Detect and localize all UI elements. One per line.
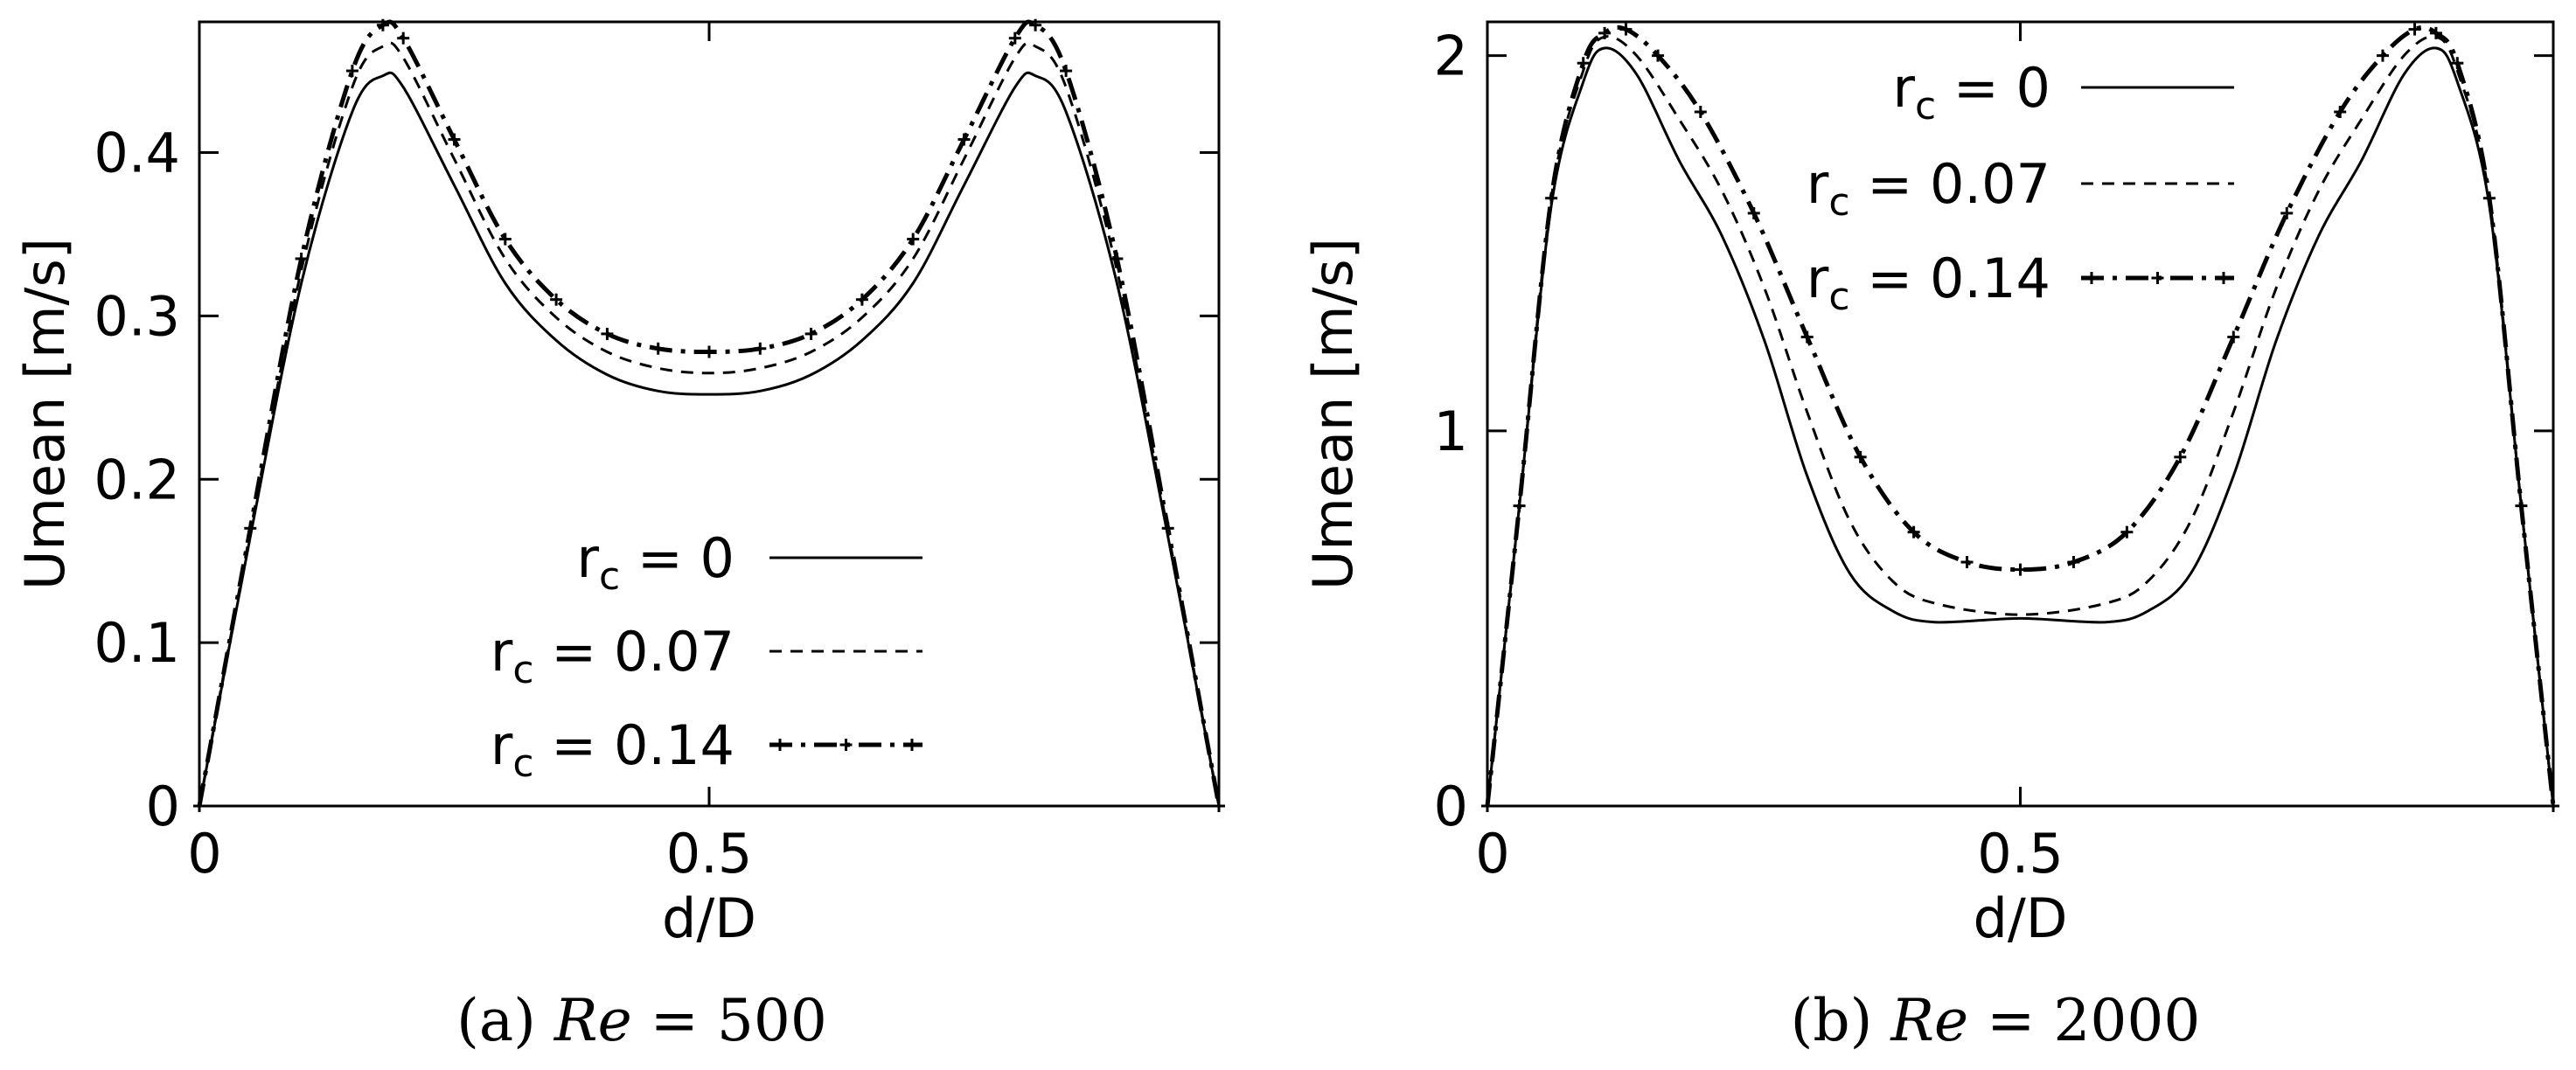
x-tick-label: 0 — [187, 822, 221, 886]
chart-panel-a: 0 0.1 0.2 0.3 0.4 0 0.5d/D Umean [m/s] rc = 0 rc … — [13, 18, 1225, 1054]
y-tick-label: 0.3 — [94, 284, 180, 348]
x-tick-label: 0.5 — [1977, 822, 2064, 886]
y-tick-label: 0 — [146, 775, 180, 838]
x-axis-label: d/D — [662, 886, 756, 950]
legend-label: rc = 0.14 — [491, 713, 735, 786]
y-tick-label: 1 — [1434, 400, 1468, 463]
series-line-2 — [197, 19, 1222, 807]
y-tick-label: 0.4 — [94, 122, 180, 185]
chart-caption: (a) Re = 500 — [456, 987, 827, 1054]
legend-label: rc = 0.14 — [1807, 247, 2050, 319]
series-line-0 — [198, 71, 1221, 807]
chart-caption: (b) Re = 2000 — [1791, 987, 2201, 1054]
y-tick-label: 2 — [1434, 24, 1468, 88]
x-tick-label: 0 — [1475, 822, 1509, 886]
series-line-0 — [1486, 46, 2555, 807]
y-tick-label: 0 — [1434, 775, 1468, 838]
x-axis-label: d/D — [1974, 886, 2068, 950]
series-line-2 — [1485, 24, 2556, 807]
y-tick-label: 0.1 — [94, 611, 180, 675]
legend-label: rc = 0.07 — [1807, 152, 2050, 225]
y-axis-label: Umean [m/s] — [13, 238, 77, 590]
y-tick-label: 0.2 — [94, 448, 180, 511]
series-line-1 — [1486, 35, 2555, 807]
y-axis-label: Umean [m/s] — [1301, 238, 1365, 590]
chart-panel-b: 0 1 2 0 0.5d/D Umean [m/s] rc = 0 rc = 0.07 rc =… — [1301, 20, 2559, 1054]
legend-label: rc = 0 — [576, 526, 735, 599]
series-line-1 — [198, 41, 1221, 807]
legend-label: rc = 0 — [1892, 56, 2050, 129]
plot-frame — [1486, 20, 2555, 808]
x-tick-label: 0.5 — [666, 822, 753, 886]
plot-frame — [198, 20, 1221, 808]
legend-label: rc = 0.07 — [491, 620, 735, 692]
